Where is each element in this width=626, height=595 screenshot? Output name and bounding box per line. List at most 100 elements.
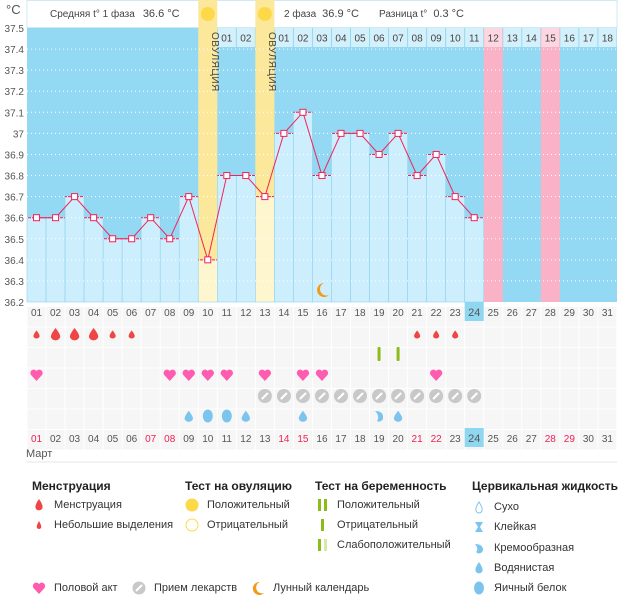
grid-cell (351, 368, 370, 388)
legend-cervical-eggwhite: Яичный белок (472, 581, 566, 595)
grid-cell (84, 368, 103, 388)
top-date-label: 21 (412, 308, 424, 319)
grid-cell (541, 389, 560, 409)
legend-ovulation-title: Тест на овуляцию (185, 479, 292, 493)
grid-cell (427, 430, 446, 450)
today-highlight (464, 302, 484, 321)
grid-cell (65, 368, 84, 388)
grid-cell (541, 307, 560, 327)
grid-cell (598, 348, 617, 368)
temperature-point (242, 172, 250, 180)
egg-drop-icon (474, 581, 484, 595)
grid-cell (484, 368, 503, 388)
bottom-date-label: 06 (126, 434, 138, 445)
grid-cell (103, 348, 122, 368)
grid-cell (122, 368, 141, 388)
cycle-day-label: 17 (583, 34, 595, 45)
top-date-label: 18 (354, 308, 366, 319)
cycle-day-label: 05 (354, 34, 366, 45)
temperature-bar (121, 238, 142, 303)
bottom-date-label: 15 (297, 434, 309, 445)
grid-cell (46, 368, 65, 388)
grid-cell (141, 389, 160, 409)
small-blood-drop-icon (109, 330, 116, 339)
grid-cell (484, 389, 503, 409)
bottom-date-label: 11 (222, 434, 233, 445)
temperature-point (356, 129, 364, 137)
grid-cell (560, 389, 579, 409)
grid-cell (389, 430, 408, 450)
grid-cell (503, 409, 522, 429)
grid-cell (198, 327, 217, 347)
pill-stripe (318, 392, 326, 400)
y-tick-label: 37.3 (5, 66, 25, 77)
cycle-day-label: 13 (507, 34, 519, 45)
bottom-date-label: 07 (145, 434, 157, 445)
temperature-point (128, 235, 136, 243)
bottom-date-label: 16 (316, 434, 328, 445)
top-date-label: 01 (31, 308, 43, 319)
blood-drop-icon (35, 499, 43, 511)
temperature-bar (255, 196, 275, 303)
temperature-point (337, 129, 345, 137)
cycle-day-cell (274, 28, 293, 47)
top-date-label: 16 (316, 308, 328, 319)
legend-moon: Лунный календарь (251, 581, 369, 595)
bottom-date-label: 23 (450, 434, 462, 445)
ovulation-label: ОВУЛЯЦИЯ (209, 32, 220, 92)
pill-stripe (394, 392, 402, 400)
temperature-bar (369, 154, 389, 303)
legend-ovulation-negative: Отрицательный (185, 518, 288, 532)
diff-value: 0.3 °C (433, 8, 465, 20)
top-date-label: 06 (126, 308, 138, 319)
grid-cell (46, 307, 65, 327)
cycle-day-cell (522, 28, 541, 47)
ovulation-positive-icon (200, 7, 215, 21)
heart-icon (258, 369, 272, 381)
cycle-day-cell (579, 28, 598, 47)
grid-cell (236, 348, 255, 368)
temperature-point (204, 256, 212, 264)
grid-cell (293, 307, 312, 327)
cycle-day-cell (351, 28, 370, 47)
temperature-point (280, 129, 288, 137)
grid-cell (351, 327, 370, 347)
grid-cell (579, 409, 598, 429)
cycle-day-label: 14 (526, 34, 538, 45)
cycle-day-cell (427, 28, 446, 47)
legend-cervical-dry: Сухо (472, 500, 519, 514)
grid-cell (370, 430, 389, 450)
grid-cell (579, 430, 598, 450)
grid-cell (560, 307, 579, 327)
legend-ovulation-positive: Положительный (185, 498, 290, 512)
grid-cell (198, 430, 217, 450)
grid-cell (179, 307, 198, 327)
cycle-day-cell (560, 28, 579, 47)
top-date-label: 26 (507, 308, 519, 319)
y-tick-label: 37.5 (5, 24, 25, 35)
temperature-point (375, 150, 383, 158)
top-date-label: 05 (107, 308, 119, 319)
grid-cell (122, 389, 141, 409)
y-tick-label: 36.3 (5, 277, 25, 288)
grid-cell (598, 430, 617, 450)
grid-cell (236, 430, 255, 450)
bottom-date-label: 17 (335, 434, 347, 445)
grid-cell (160, 348, 179, 368)
grid-cell (427, 348, 446, 368)
y-tick-label: 36.8 (5, 172, 25, 183)
temperature-point (261, 193, 269, 201)
legend-cervical-sticky: Клейкая (472, 520, 536, 534)
water-drop-icon (298, 410, 308, 422)
month-label: Март (26, 448, 53, 460)
temperature-point (223, 172, 231, 180)
cycle-day-label: 12 (488, 34, 500, 45)
temperature-bar (217, 175, 237, 303)
cycle-day-label: 10 (450, 34, 462, 45)
grid-cell (293, 430, 312, 450)
grid-cell (370, 327, 389, 347)
grid-cell (331, 409, 351, 429)
legend-pregnancy-positive: Положительный (315, 498, 420, 512)
temperature-bar (159, 238, 180, 303)
grid-cell (560, 368, 579, 388)
